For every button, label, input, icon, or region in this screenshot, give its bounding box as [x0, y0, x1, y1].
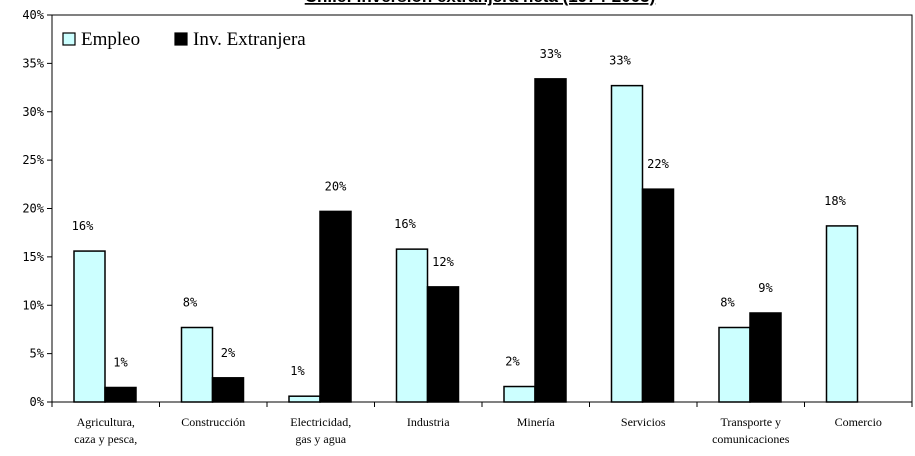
bar-empleo [395, 248, 429, 403]
bar-empleo [288, 395, 321, 403]
legend-swatch-inv-extranjera [174, 32, 188, 46]
x-category-label: Transporte y [720, 415, 781, 429]
data-label-empleo: 8% [183, 296, 198, 310]
data-label-empleo: 8% [720, 296, 735, 310]
bar-inv-extranjera [749, 312, 782, 403]
y-tick-label: 10% [22, 298, 44, 312]
y-tick-label: 40% [22, 8, 44, 22]
legend-swatch-empleo [62, 32, 76, 46]
bar-inv-extranjera [319, 210, 352, 403]
data-label-empleo: 16% [72, 219, 94, 233]
y-tick-label: 20% [22, 202, 44, 216]
x-category-label: gas y agua [295, 432, 346, 446]
bar-empleo [503, 385, 536, 403]
data-label-inv-extranjera: 33% [540, 47, 562, 61]
data-label-inv-extranjera: 12% [432, 255, 454, 269]
x-category-label: Servicios [621, 415, 666, 429]
data-label-empleo: 18% [824, 194, 846, 208]
data-label-empleo: 2% [505, 355, 520, 369]
bar-empleo [610, 84, 644, 403]
legend-label-empleo: Empleo [81, 29, 140, 50]
bar-inv-extranjera [534, 78, 567, 403]
data-label-inv-extranjera: 2% [221, 346, 236, 360]
bar-empleo [73, 250, 106, 403]
data-label-inv-extranjera: 20% [325, 179, 347, 193]
bar-inv-extranjera [641, 188, 675, 403]
data-label-empleo: 16% [394, 217, 416, 231]
x-category-label: Industria [407, 415, 450, 429]
y-tick-label: 5% [30, 347, 45, 361]
x-category-label: comunicaciones [712, 432, 790, 446]
x-category-label: Construcción [181, 415, 245, 429]
bar-empleo [825, 225, 859, 403]
y-tick-label: 25% [22, 153, 44, 167]
data-label-empleo: 1% [290, 364, 305, 378]
y-tick-label: 35% [22, 56, 44, 70]
x-category-label: Agricultura, [77, 415, 135, 429]
y-tick-label: 15% [22, 250, 44, 264]
data-label-inv-extranjera: 1% [113, 355, 128, 369]
bar-inv-extranjera [211, 377, 245, 403]
chart-title: Chile: Inversión extranjera neta (1974-2… [305, 0, 656, 6]
data-label-inv-extranjera: 9% [758, 281, 773, 295]
x-category-label: Comercio [835, 415, 882, 429]
legend-label-inv-extranjera: Inv. Extranjera [193, 29, 306, 50]
bar-empleo [180, 326, 214, 403]
y-tick-label: 0% [30, 395, 45, 409]
y-tick-label: 30% [22, 105, 44, 119]
bar-empleo [718, 326, 751, 403]
bar-inv-extranjera [426, 286, 460, 403]
x-category-label: Minería [517, 415, 556, 429]
data-label-empleo: 33% [609, 54, 631, 68]
x-category-label: caza y pesca, [74, 432, 137, 446]
bar-inv-extranjera [104, 386, 137, 403]
data-label-inv-extranjera: 22% [647, 157, 669, 171]
x-category-label: Electricidad, [290, 415, 351, 429]
